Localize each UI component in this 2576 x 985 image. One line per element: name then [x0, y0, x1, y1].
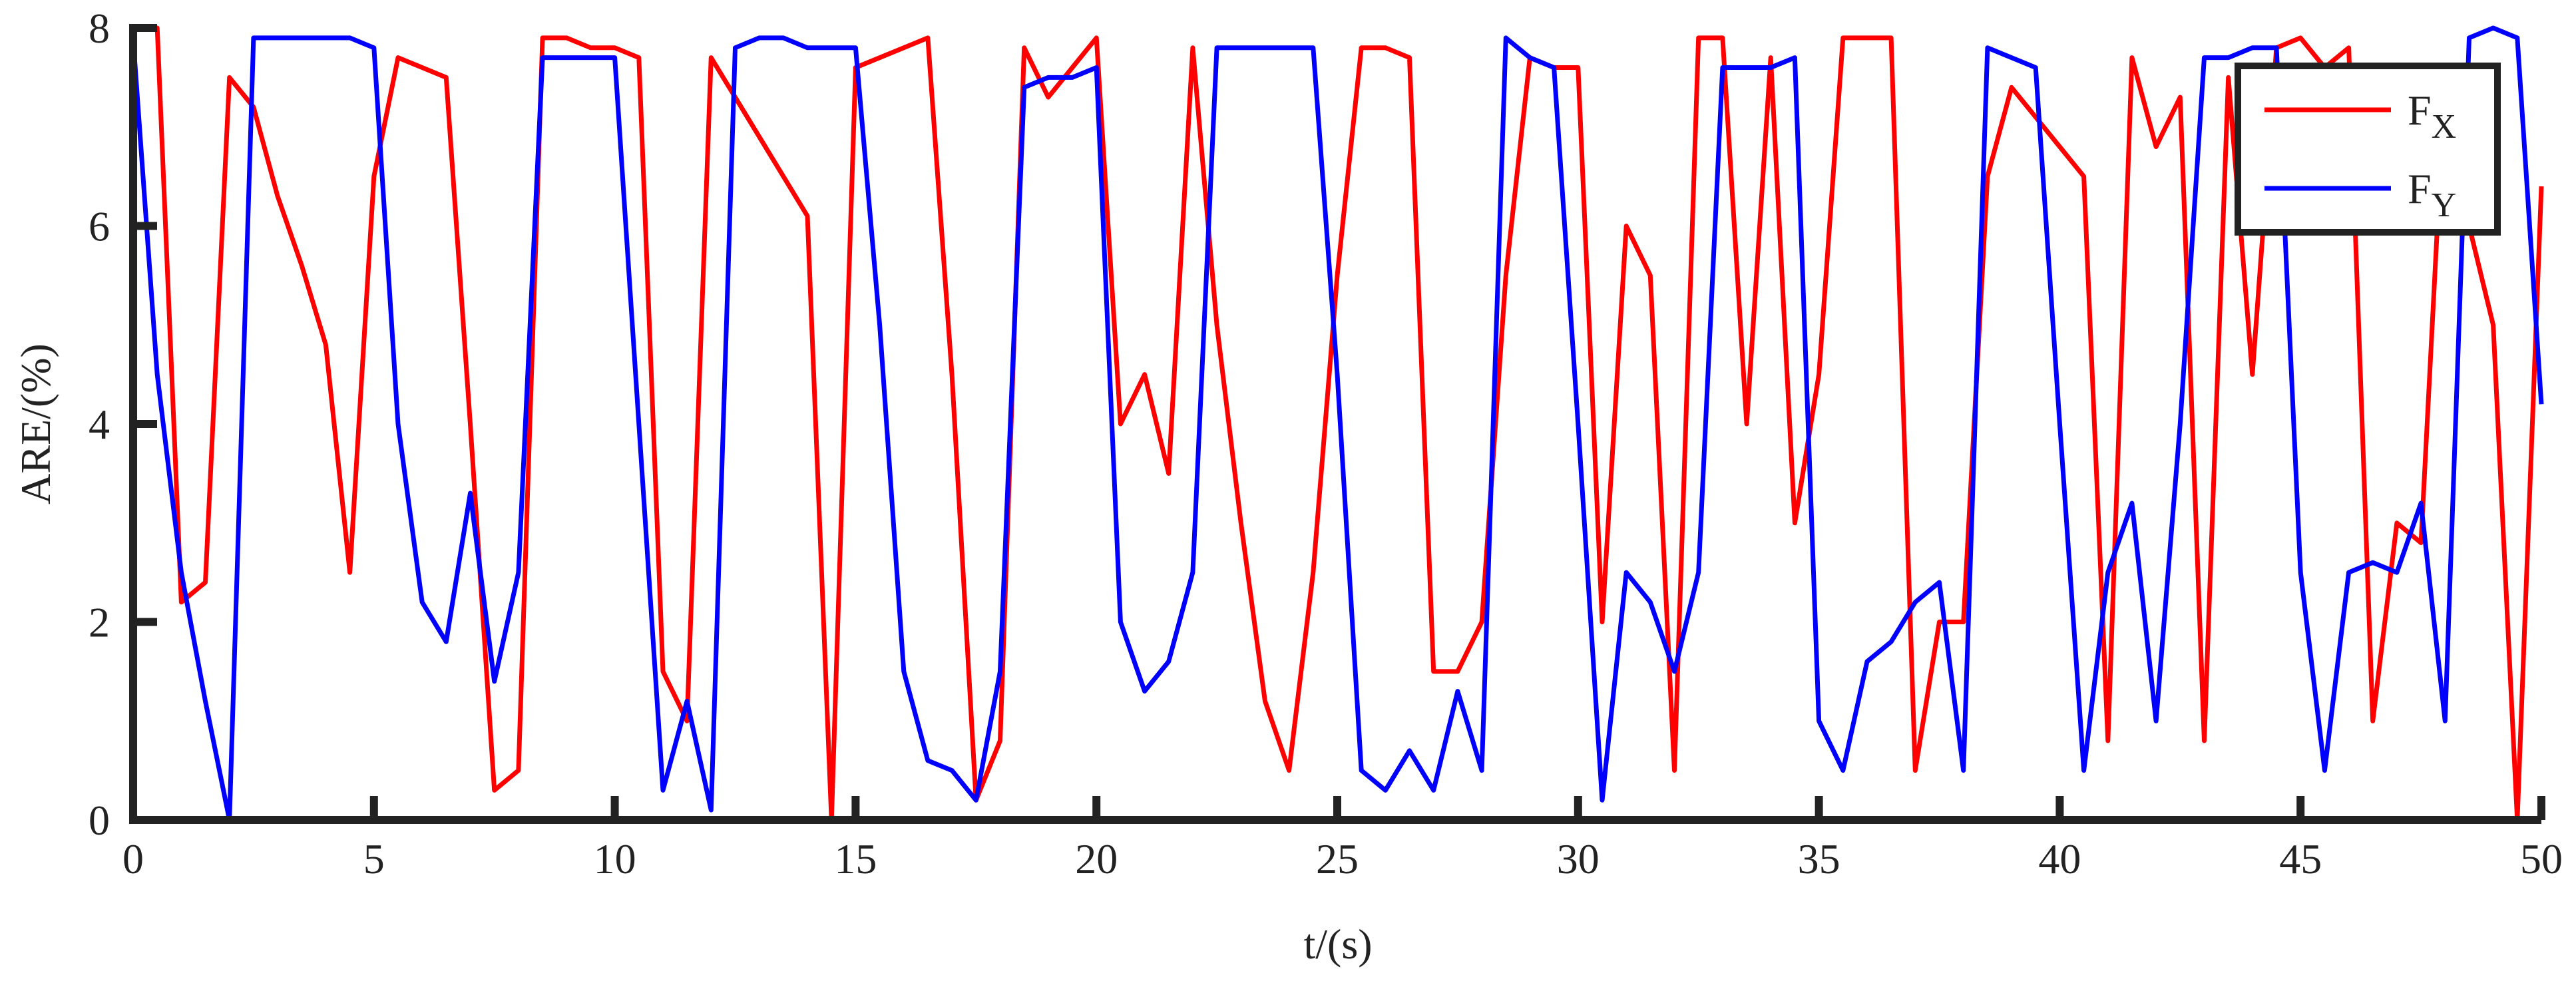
- legend-box: [2235, 63, 2501, 236]
- x-tick-label: 25: [1316, 835, 1359, 883]
- x-tick-label: 30: [1557, 835, 1600, 883]
- y-tick-label: 6: [89, 203, 110, 250]
- x-tick-label: 15: [834, 835, 877, 883]
- legend-label: FX: [2408, 87, 2456, 146]
- data-line: [133, 25, 2544, 823]
- y-tick-label: 0: [89, 797, 110, 844]
- legend-label-main: F: [2408, 87, 2432, 134]
- data-line: [130, 25, 2544, 823]
- legend-label-main: F: [2408, 165, 2432, 212]
- y-tick-label: 2: [89, 599, 110, 646]
- legend-label-sub: X: [2432, 108, 2457, 146]
- x-tick-label: 10: [594, 835, 636, 883]
- x-tick-label: 35: [1798, 835, 1840, 883]
- x-tick-label: 5: [363, 835, 385, 883]
- x-tick-label: 45: [2279, 835, 2322, 883]
- legend-label-sub: Y: [2432, 186, 2457, 224]
- x-tick-label: 0: [122, 835, 144, 883]
- y-tick-label: 4: [89, 401, 110, 448]
- y-axis-label: ARE/(%): [12, 343, 59, 504]
- x-axis-label: t/(s): [1303, 920, 1372, 968]
- x-tick-label: 40: [2038, 835, 2081, 883]
- x-tick-label: 50: [2520, 835, 2563, 883]
- y-tick-label: 8: [89, 5, 110, 52]
- legend-label: FY: [2408, 165, 2456, 224]
- x-tick-label: 20: [1075, 835, 1118, 883]
